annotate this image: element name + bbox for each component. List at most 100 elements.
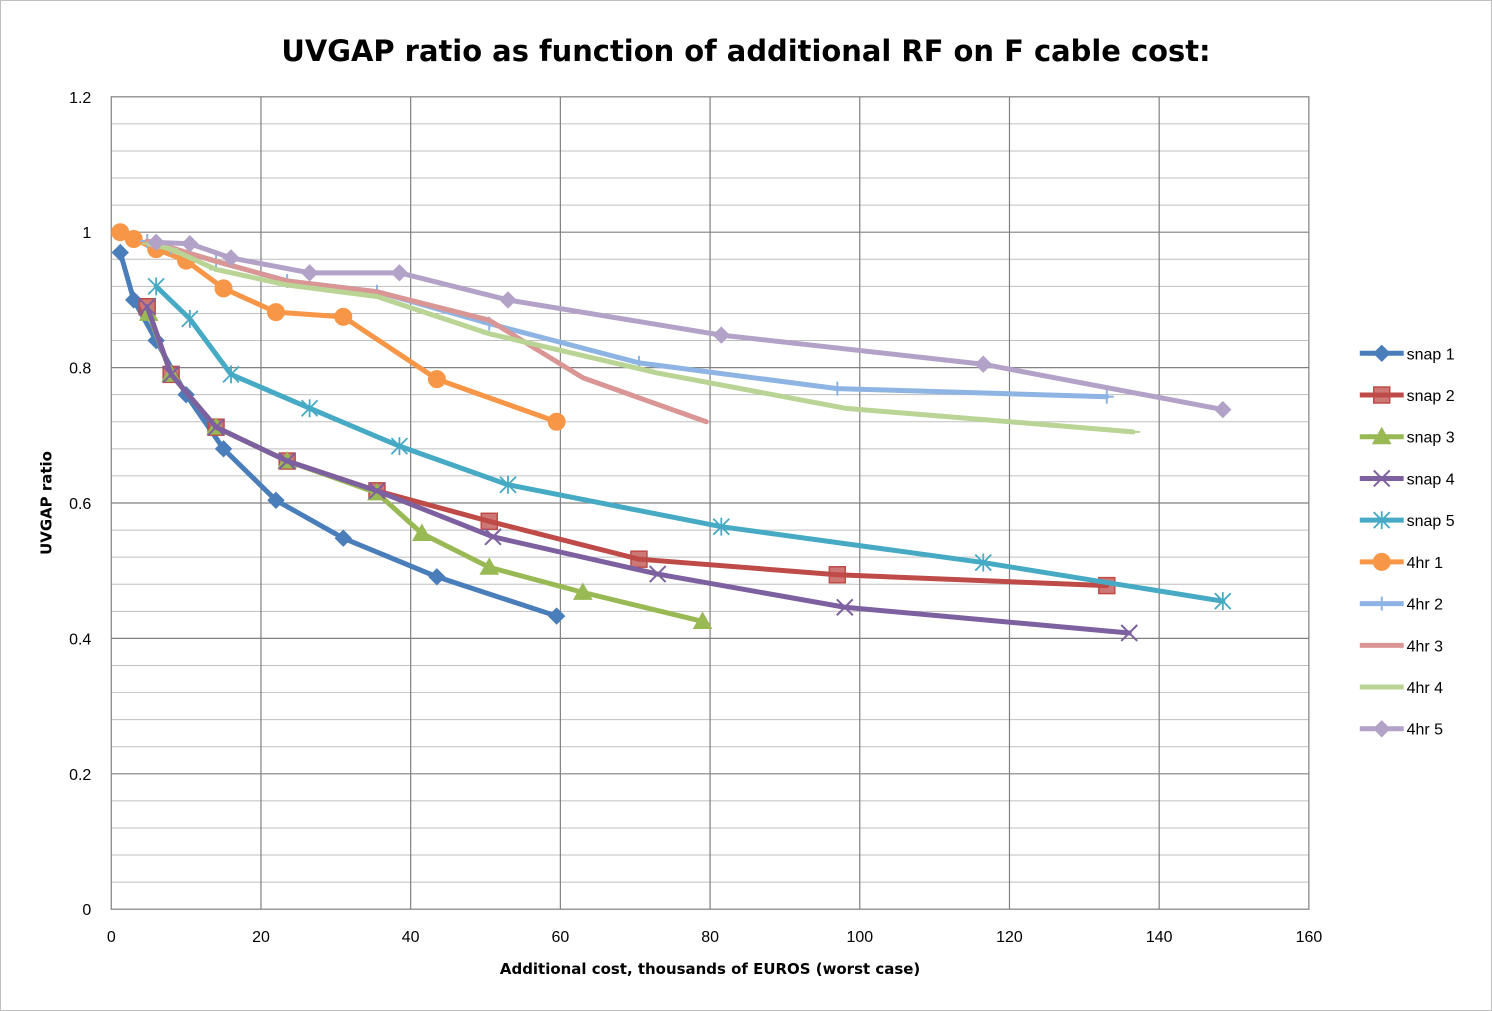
data-point-snap-5 bbox=[712, 517, 730, 536]
y-tick-labels: 0 0.2 0.4 0.6 0.8 1 1.2 bbox=[69, 90, 91, 919]
data-point-4hr-1 bbox=[547, 412, 566, 431]
data-point-snap-4 bbox=[278, 452, 296, 470]
data-point-4hr-1 bbox=[427, 370, 446, 389]
legend-item-4hr-3: 4hr 3 bbox=[1359, 638, 1443, 655]
data-point-snap-4 bbox=[162, 365, 180, 384]
chart-title: UVGAP ratio as function of additional RF… bbox=[281, 34, 1210, 68]
data-point-snap-1 bbox=[428, 568, 446, 586]
series-layer bbox=[111, 223, 1232, 642]
data-point-snap-3 bbox=[692, 611, 713, 629]
legend-marker-snap-5 bbox=[1373, 511, 1391, 530]
legend-label-snap-3: snap 3 bbox=[1407, 430, 1455, 447]
data-point-snap-1 bbox=[547, 607, 566, 625]
x-tick-label: 160 bbox=[1296, 929, 1323, 946]
legend-marker-snap-3 bbox=[1371, 426, 1392, 445]
legend-label-snap-2: snap 2 bbox=[1407, 388, 1455, 405]
y-tick-label: 0.4 bbox=[69, 631, 91, 648]
legend-marker-4hr-1 bbox=[1372, 552, 1391, 571]
legend-label-snap-1: snap 1 bbox=[1407, 346, 1455, 363]
y-tick-label: 0.2 bbox=[69, 767, 91, 784]
legend-item-snap-3: snap 3 bbox=[1359, 426, 1455, 447]
legend-item-snap-2: snap 2 bbox=[1359, 386, 1455, 405]
x-axis-label: Additional cost, thousands of EUROS (wor… bbox=[500, 960, 920, 978]
x-tick-label: 140 bbox=[1146, 929, 1173, 946]
legend-label-4hr-3: 4hr 3 bbox=[1407, 638, 1443, 655]
data-point-snap-5 bbox=[1214, 592, 1232, 611]
legend-item-snap-5: snap 5 bbox=[1359, 511, 1455, 530]
data-point-snap-4 bbox=[1120, 624, 1138, 642]
data-point-snap-2 bbox=[480, 512, 498, 531]
data-point-snap-5 bbox=[499, 475, 517, 494]
x-tick-label: 100 bbox=[846, 929, 873, 946]
data-point-snap-3 bbox=[412, 523, 432, 541]
data-point-snap-5 bbox=[181, 309, 199, 328]
y-axis-label: UVGAP ratio bbox=[37, 451, 55, 555]
y-tick-label: 1 bbox=[82, 225, 91, 242]
legend-label-4hr-1: 4hr 1 bbox=[1407, 555, 1443, 572]
data-point-snap-1 bbox=[334, 529, 352, 547]
legend-label-4hr-2: 4hr 2 bbox=[1407, 597, 1443, 614]
x-tick-label: 40 bbox=[402, 929, 420, 946]
legend-item-snap-1: snap 1 bbox=[1359, 344, 1455, 363]
x-tick-label: 20 bbox=[252, 929, 270, 946]
plot-area bbox=[110, 96, 1310, 910]
legend-label-4hr-4: 4hr 4 bbox=[1407, 680, 1443, 697]
data-point-snap-5 bbox=[974, 553, 992, 572]
data-point-snap-4 bbox=[368, 482, 386, 500]
x-tick-label: 60 bbox=[551, 929, 569, 946]
data-point-4hr-1 bbox=[124, 229, 143, 248]
data-point-snap-1 bbox=[111, 243, 129, 262]
data-point-snap-2 bbox=[828, 566, 847, 584]
series-line-snap-5 bbox=[153, 283, 1226, 604]
y-tick-label: 0.8 bbox=[69, 361, 91, 378]
series-line-snap-2 bbox=[144, 304, 1110, 589]
y-tick-label: 0.6 bbox=[69, 496, 91, 513]
data-point-snap-4 bbox=[648, 565, 667, 583]
data-point-4hr-5 bbox=[974, 355, 992, 373]
data-point-4hr-5 bbox=[181, 235, 199, 253]
data-point-4hr-5 bbox=[147, 233, 165, 252]
y-tick-label: 1.2 bbox=[69, 90, 91, 107]
data-point-snap-4 bbox=[836, 598, 854, 616]
data-point-snap-5 bbox=[300, 399, 319, 418]
legend-label-snap-5: snap 5 bbox=[1407, 513, 1455, 530]
legend: snap 1 snap 2 snap 3 snap 4 snap 5 4hr 1 4hr 2… bbox=[1359, 344, 1455, 739]
series-4hr-1 bbox=[111, 223, 566, 431]
data-point-4hr-5 bbox=[1214, 400, 1232, 419]
y-tick-label: 0 bbox=[82, 902, 91, 919]
data-point-snap-1 bbox=[267, 491, 285, 509]
legend-marker-snap-1 bbox=[1373, 344, 1391, 362]
data-point-snap-4 bbox=[138, 297, 156, 316]
data-point-4hr-5 bbox=[390, 264, 409, 282]
legend-marker-4hr-5 bbox=[1373, 720, 1391, 738]
series-snap-5 bbox=[147, 277, 1232, 611]
series-snap-2 bbox=[138, 297, 1116, 595]
series-4hr-5 bbox=[147, 233, 1232, 419]
series-snap-4 bbox=[138, 297, 1138, 642]
legend-item-4hr-1: 4hr 1 bbox=[1359, 552, 1443, 572]
legend-marker-4hr-2 bbox=[1374, 596, 1389, 611]
legend-label-4hr-5: 4hr 5 bbox=[1407, 722, 1443, 739]
data-point-snap-5 bbox=[390, 437, 409, 456]
data-point-4hr-5 bbox=[712, 326, 730, 344]
series-snap-3 bbox=[138, 303, 713, 629]
legend-item-4hr-2: 4hr 2 bbox=[1359, 596, 1443, 614]
data-point-4hr-1 bbox=[266, 303, 285, 322]
legend-item-4hr-5: 4hr 5 bbox=[1359, 720, 1443, 739]
data-point-snap-4 bbox=[484, 528, 502, 546]
x-tick-label: 0 bbox=[107, 929, 116, 946]
legend-item-4hr-4: 4hr 4 bbox=[1359, 680, 1443, 697]
legend-marker-snap-4 bbox=[1373, 469, 1391, 488]
legend-item-snap-4: snap 4 bbox=[1359, 469, 1455, 488]
data-point-snap-3 bbox=[572, 582, 593, 600]
data-point-snap-1 bbox=[214, 440, 233, 458]
data-point-4hr-5 bbox=[300, 264, 319, 282]
x-tick-labels: 0 20 40 60 80 100 120 140 160 bbox=[107, 929, 1322, 946]
x-tick-label: 80 bbox=[701, 929, 719, 946]
data-point-snap-3 bbox=[479, 557, 500, 575]
data-point-4hr-1 bbox=[214, 279, 233, 298]
data-point-snap-4 bbox=[207, 418, 225, 436]
data-point-4hr-5 bbox=[222, 249, 240, 267]
series-line-4hr-5 bbox=[153, 239, 1226, 413]
data-point-snap-5 bbox=[147, 277, 165, 296]
